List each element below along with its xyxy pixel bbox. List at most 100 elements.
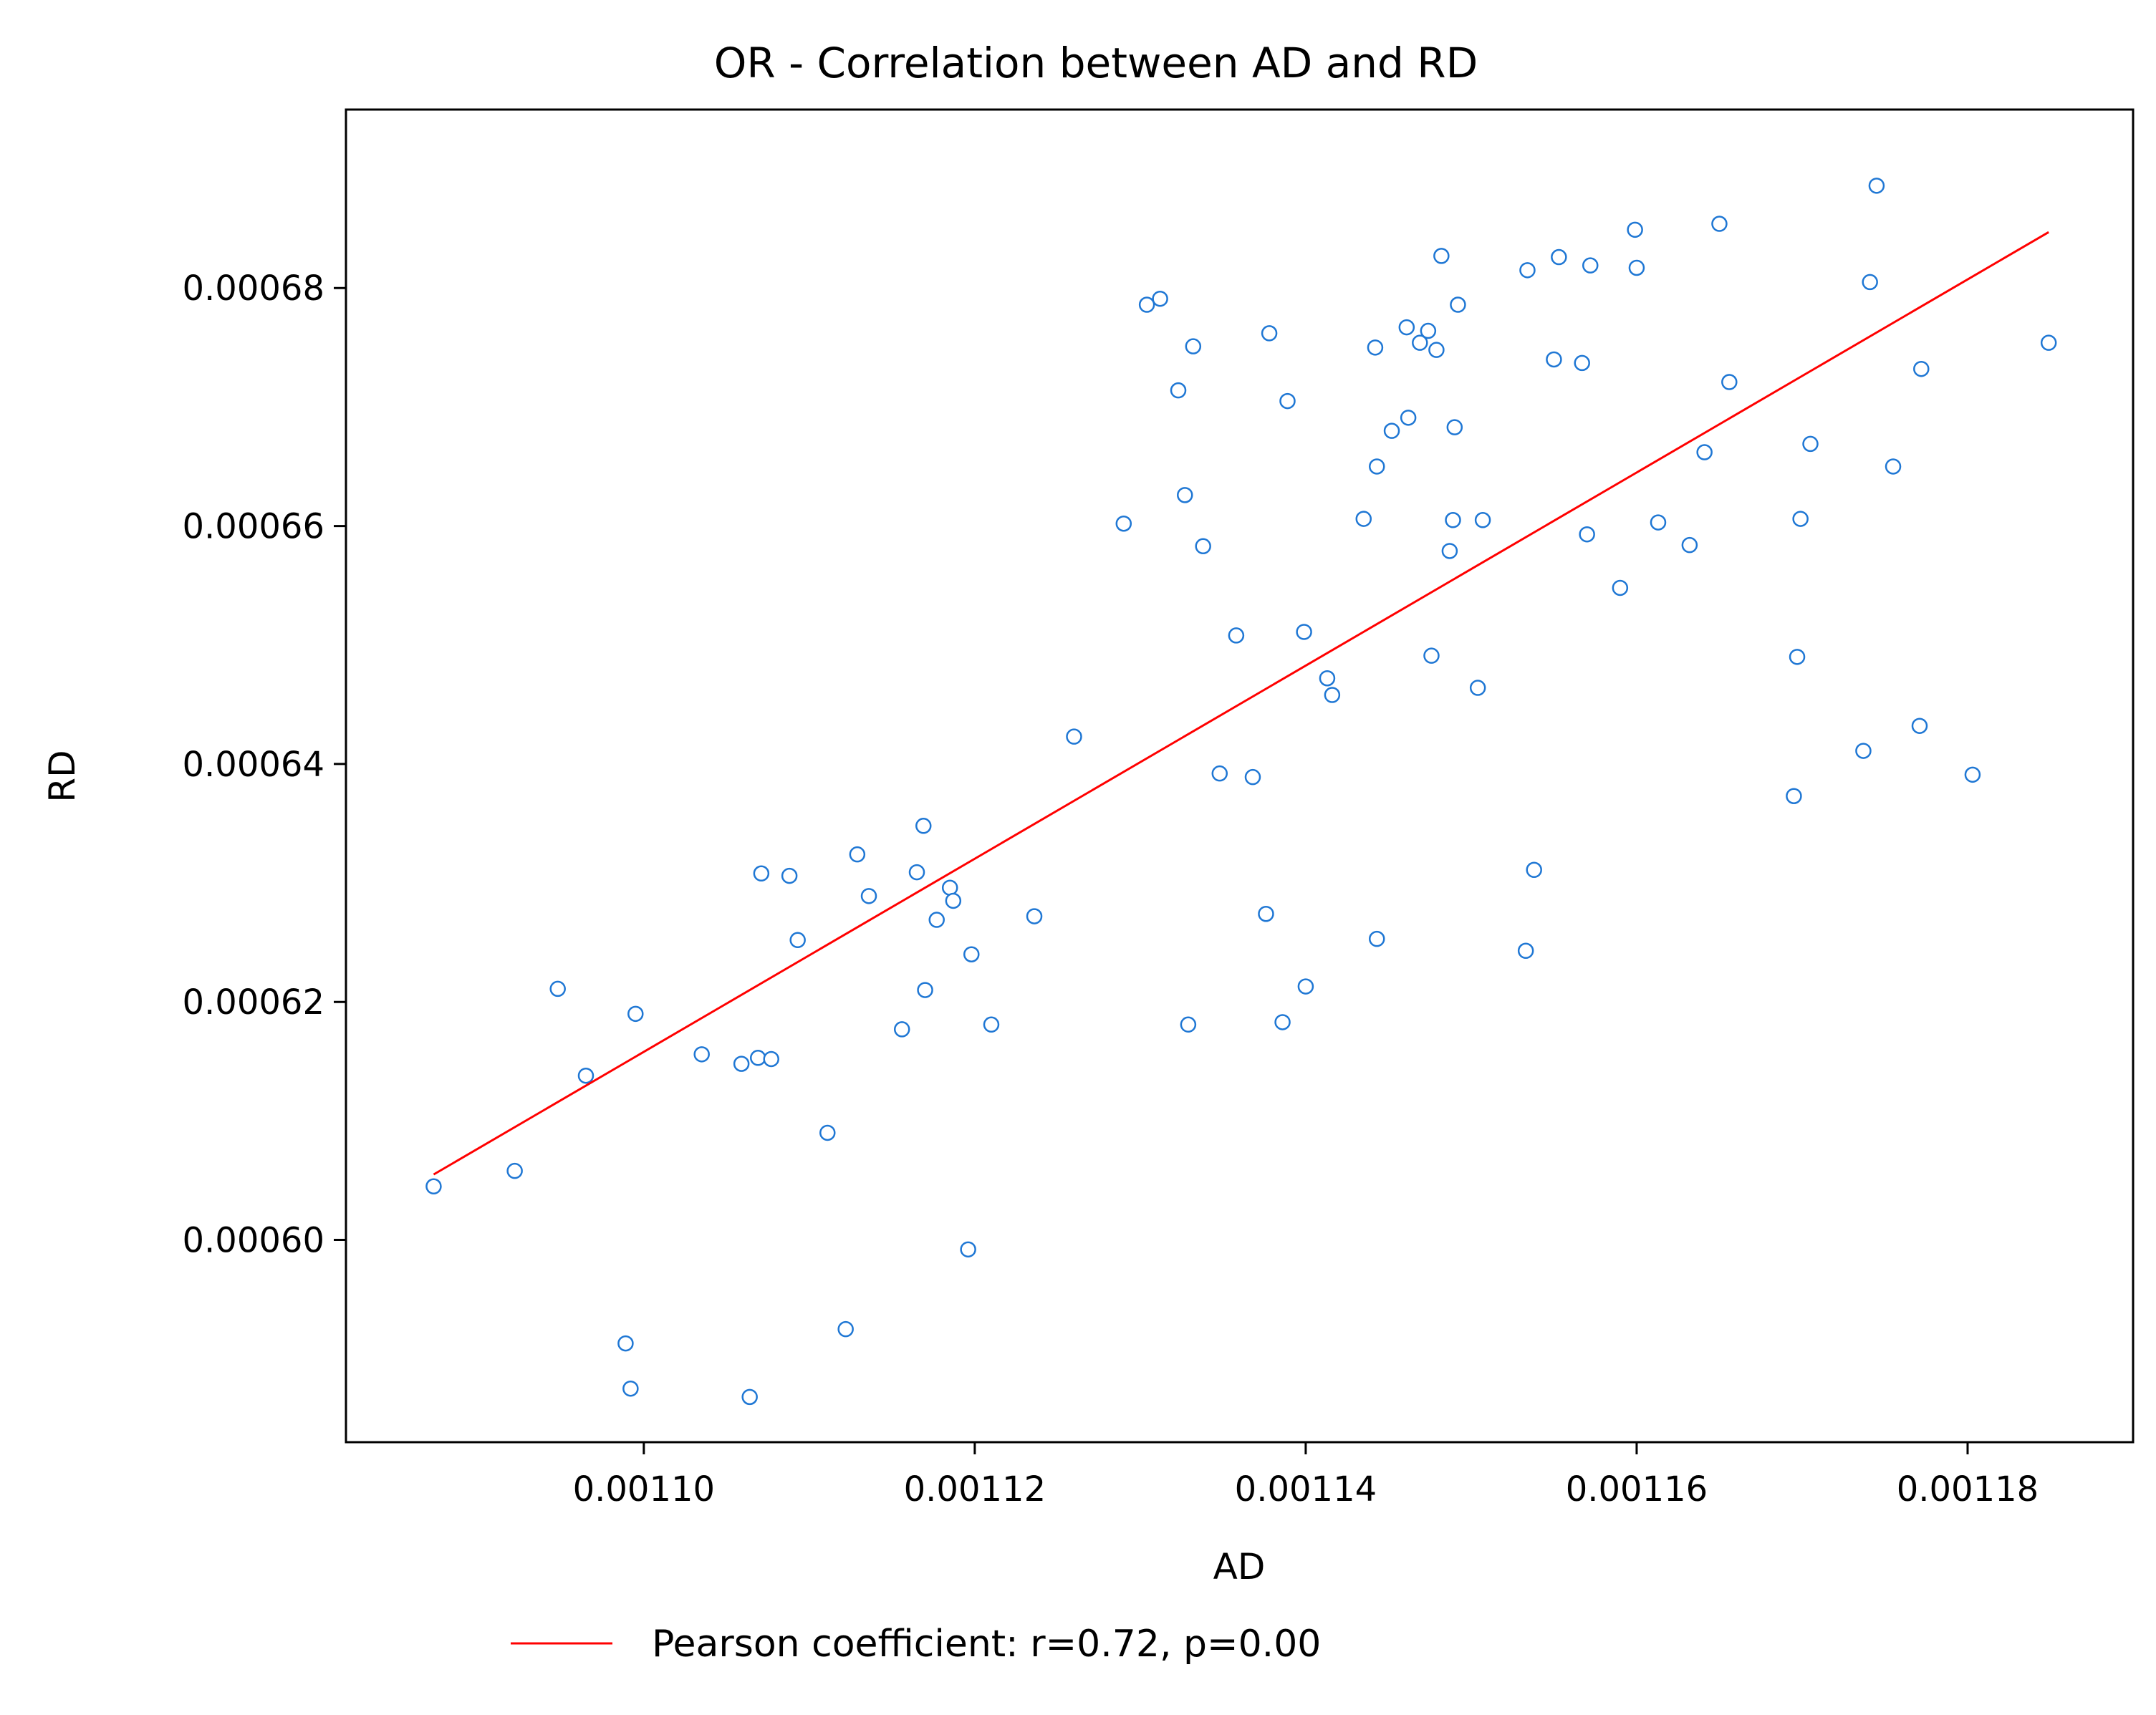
scatter-point — [1180, 1016, 1197, 1033]
scatter-point — [1445, 512, 1461, 528]
scatter-point — [1423, 647, 1440, 664]
scatter-point — [1152, 290, 1168, 307]
scatter-point — [1526, 861, 1542, 879]
fit-line — [433, 231, 2049, 1176]
y-tick-label: 0.00060 — [183, 1221, 325, 1261]
scatter-point — [963, 946, 980, 962]
scatter-point — [741, 1388, 758, 1406]
scatter-point — [1579, 526, 1595, 543]
scatter-series — [425, 178, 2057, 1406]
scatter-point — [549, 980, 566, 997]
scatter-point — [425, 1178, 442, 1195]
scatter-point — [1913, 360, 1930, 377]
x-tick-label: 0.00118 — [1897, 1469, 2039, 1509]
legend-label: Pearson coefficient: r=0.72, p=0.00 — [652, 1623, 1321, 1666]
y-axis: 0.00060 0.00062 0.00064 0.00066 0.00068 — [183, 269, 346, 1261]
scatter-point — [1789, 649, 1806, 665]
scatter-point — [1612, 579, 1629, 596]
scatter-point — [2040, 334, 2057, 351]
scatter-point — [1519, 262, 1536, 279]
scatter-point — [506, 1162, 523, 1179]
scatter-point — [1911, 718, 1928, 734]
y-tick-label: 0.00064 — [183, 745, 325, 785]
scatter-point — [837, 1320, 854, 1338]
scatter-point — [1517, 942, 1534, 960]
scatter-point — [915, 818, 932, 834]
scatter-point — [1400, 410, 1417, 426]
scatter-point — [1026, 908, 1043, 924]
scatter-point — [1368, 930, 1385, 947]
scatter-point — [1195, 538, 1211, 555]
y-tick-label: 0.00068 — [183, 269, 325, 309]
scatter-point — [753, 865, 770, 882]
y-tick-label: 0.00062 — [183, 982, 325, 1023]
scatter-point — [1324, 687, 1341, 703]
plot-area — [345, 108, 2135, 1444]
scatter-point — [928, 912, 945, 928]
y-axis-label: RD — [42, 750, 83, 802]
scatter-point — [1696, 444, 1713, 460]
scatter-point — [1138, 296, 1155, 313]
scatter-point — [945, 892, 962, 909]
scatter-point — [1792, 511, 1809, 527]
scatter-point — [1546, 351, 1562, 368]
scatter-point — [983, 1016, 1000, 1033]
y-tick-label: 0.00066 — [183, 507, 325, 547]
fit-line-series — [433, 231, 2049, 1176]
scatter-point — [1681, 536, 1698, 554]
scatter-point — [893, 1021, 910, 1038]
scatter-point — [1802, 435, 1819, 453]
x-tick-label: 0.00110 — [573, 1469, 716, 1509]
scatter-point — [1885, 458, 1902, 475]
scatter-point — [1450, 296, 1466, 313]
scatter-point — [1228, 627, 1245, 644]
x-tick-label: 0.00116 — [1566, 1469, 1708, 1509]
scatter-point — [849, 846, 866, 863]
scatter-point — [1627, 221, 1643, 238]
scatter-point — [1185, 338, 1202, 354]
scatter-point — [1469, 680, 1486, 696]
scatter-point — [1420, 322, 1437, 339]
scatter-point — [1279, 392, 1296, 410]
scatter-point — [733, 1055, 750, 1072]
scatter-point — [1964, 766, 1981, 783]
scatter-point — [1711, 216, 1728, 232]
x-tick-label: 0.00114 — [1235, 1469, 1377, 1509]
scatter-point — [627, 1005, 644, 1023]
scatter-point — [960, 1241, 976, 1258]
scatter-point — [1383, 422, 1400, 439]
scatter-point — [908, 864, 925, 881]
scatter-point — [1398, 319, 1415, 336]
scatter-point — [1868, 178, 1885, 194]
scatter-point — [941, 879, 958, 896]
scatter-point — [1574, 354, 1590, 372]
scatter-point — [763, 1050, 779, 1068]
scatter-point — [1170, 382, 1187, 399]
scatter-point — [1650, 514, 1667, 531]
scatter-point — [1551, 248, 1567, 266]
scatter-point — [860, 888, 877, 904]
scatter-point — [1786, 788, 1802, 804]
scatter-point — [617, 1335, 634, 1352]
scatter-point — [1296, 624, 1312, 640]
scatter-point — [749, 1050, 766, 1066]
scatter-point — [1862, 274, 1878, 291]
scatter-point — [1244, 768, 1261, 786]
scatter-point — [1274, 1014, 1291, 1030]
scatter-point — [1433, 248, 1450, 264]
scatter-point — [577, 1067, 595, 1084]
scatter-point — [1297, 978, 1314, 995]
scatter-point — [693, 1046, 710, 1063]
scatter-point — [1066, 728, 1082, 745]
x-tick-label: 0.00112 — [904, 1469, 1046, 1509]
scatter-point — [1319, 670, 1336, 687]
scatter-point — [917, 982, 933, 998]
scatter-point — [1441, 543, 1458, 559]
scatter-point — [1177, 487, 1193, 503]
scatter-point — [1446, 419, 1463, 435]
scatter-point — [1412, 334, 1428, 351]
scatter-point — [1355, 511, 1372, 527]
scatter-point — [1115, 515, 1132, 532]
